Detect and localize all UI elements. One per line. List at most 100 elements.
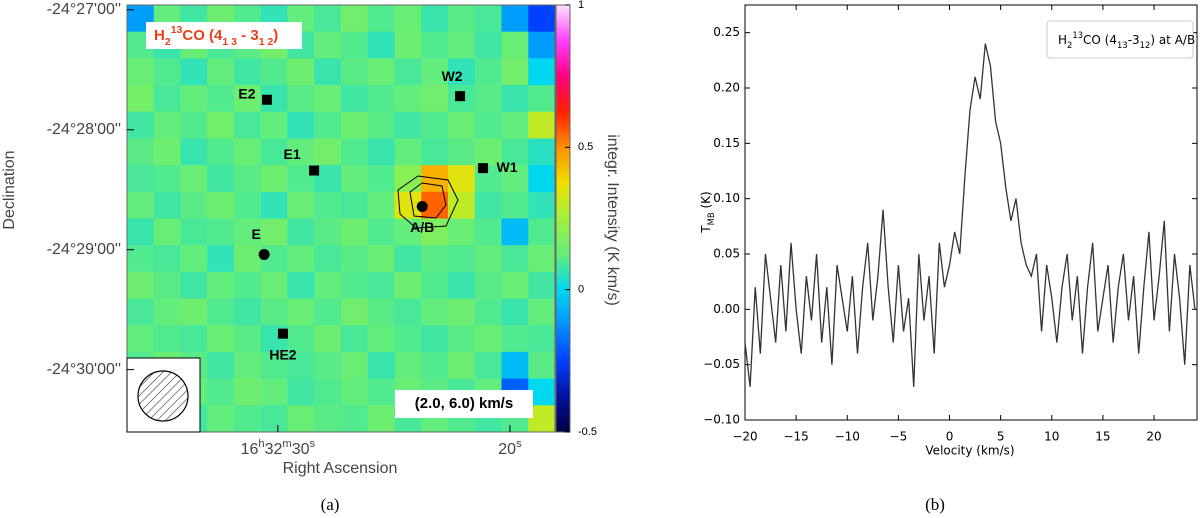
map-pixel: [341, 271, 369, 300]
map-pixel: [260, 138, 288, 166]
tick-label-part: 32: [265, 441, 283, 458]
text-run: H: [154, 27, 165, 44]
legend-label: H213CO (413-312) at A/B: [1058, 30, 1195, 50]
text-run: 12: [1140, 40, 1151, 50]
panel-a: E2 W2 E1 W1 A/B E HE2 H213CO (41 3 - 31 2) (2.0,…: [1, 0, 621, 514]
map-pixel: [474, 271, 502, 300]
map-pixel: [501, 111, 529, 139]
map-pixel: [260, 191, 288, 219]
map-pixel: [207, 85, 235, 113]
text-run: MB: [706, 212, 716, 225]
map-pixel: [234, 351, 262, 380]
map-pixel: [314, 111, 342, 139]
source-label: W1: [497, 159, 518, 175]
beam: [137, 370, 189, 422]
map-pixel: [234, 298, 262, 326]
map-pixel: [287, 111, 315, 139]
map-pixel: [421, 325, 449, 353]
map-pixel: [528, 85, 556, 113]
text-run: T: [699, 225, 713, 234]
map-pixel: [180, 325, 208, 353]
panel-label: (a): [321, 495, 340, 514]
map-pixel: [234, 245, 262, 273]
map-pixel: [341, 245, 369, 273]
map-pixel: [314, 31, 342, 59]
map-pixel: [394, 271, 422, 300]
map-pixel: [314, 5, 342, 33]
x-tick-label: 5: [997, 430, 1005, 444]
map-pixel: [501, 165, 529, 193]
x-axis-label: Right Ascension: [283, 460, 398, 477]
map-pixel: [528, 351, 556, 380]
map-pixel: [394, 111, 422, 139]
map-pixel: [448, 111, 476, 139]
map-pixel: [474, 351, 502, 380]
map-pixel: [501, 138, 529, 166]
map-pixel: [314, 378, 342, 406]
tick-label-part: h: [258, 438, 264, 450]
map-pixel: [260, 378, 288, 406]
map-pixel: [394, 85, 422, 113]
map-pixel: [127, 298, 155, 326]
map-pixel: [207, 245, 235, 273]
text-run: 13: [171, 24, 183, 36]
map-pixel: [234, 191, 262, 219]
map-pixel: [394, 351, 422, 380]
colorbar-tick-label: 0: [578, 284, 584, 296]
text-run: 2: [1067, 40, 1072, 50]
map-pixel: [153, 325, 181, 353]
y-tick-label: -24°30'00'': [47, 361, 121, 378]
panel-label: (b): [925, 495, 945, 514]
y-tick-label: -24°27'00'': [47, 1, 121, 18]
x-tick-label: 16h32m30s: [241, 438, 316, 458]
map-pixel: [394, 58, 422, 86]
map-pixel: [474, 111, 502, 139]
map-pixel: [153, 271, 181, 300]
map-pixel: [367, 111, 395, 139]
map-pixel: [448, 351, 476, 380]
map-pixel: [421, 245, 449, 273]
x-tick-label: −15: [783, 430, 808, 444]
x-tick-label: −5: [890, 430, 908, 444]
map-pixel: [341, 351, 369, 380]
map-pixel: [501, 5, 529, 33]
map-pixel: [448, 191, 476, 219]
map-pixel: [394, 298, 422, 326]
map-pixel: [341, 325, 369, 353]
annotation-box: [395, 390, 533, 418]
map-pixel: [394, 325, 422, 353]
map-pixel: [153, 218, 181, 246]
map-pixel: [474, 138, 502, 166]
x-tick-label: 10: [1044, 430, 1059, 444]
map-pixel: [153, 58, 181, 86]
map-pixel: [448, 165, 476, 193]
map-pixel: [394, 31, 422, 59]
map-pixel: [287, 191, 315, 219]
map-pixel: [341, 405, 369, 433]
map-pixel: [234, 218, 262, 246]
map-pixel: [180, 191, 208, 219]
map-pixel: [287, 218, 315, 246]
map-pixel: [474, 218, 502, 246]
spectrum: [744, 43, 1196, 387]
map-pixel: [341, 298, 369, 326]
map-pixel: [153, 245, 181, 273]
map-pixel: [314, 271, 342, 300]
map-pixel: [287, 271, 315, 300]
map-pixel: [234, 378, 262, 406]
map-pixel: [394, 138, 422, 166]
map-pixel: [314, 58, 342, 86]
map-pixel: [207, 111, 235, 139]
map-pixel: [528, 5, 556, 33]
map-pixel: [180, 138, 208, 166]
map-pixel: [528, 31, 556, 59]
map-pixel: [234, 85, 262, 113]
map-pixel: [180, 58, 208, 86]
map-pixel: [180, 271, 208, 300]
map-pixel: [394, 165, 422, 193]
map-pixel: [501, 31, 529, 59]
map-pixel: [448, 271, 476, 300]
map-pixel: [314, 351, 342, 380]
map-pixel: [448, 325, 476, 353]
x-tick-label: 0: [946, 430, 954, 444]
